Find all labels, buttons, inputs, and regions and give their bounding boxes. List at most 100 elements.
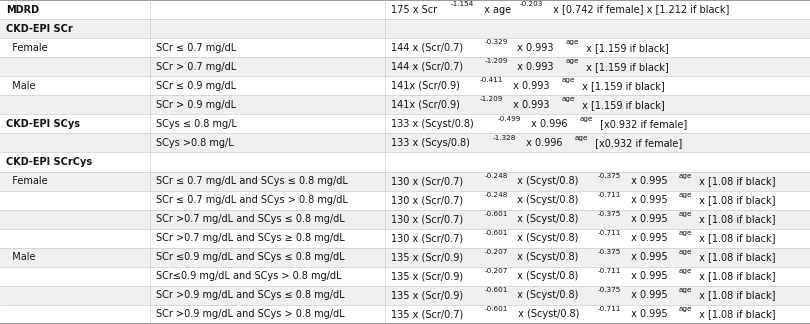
Text: SCr≤0.9 mg/dL and SCys > 0.8 mg/dL: SCr≤0.9 mg/dL and SCys > 0.8 mg/dL — [156, 272, 342, 281]
Text: -0.207: -0.207 — [484, 268, 508, 274]
Bar — [0, 191, 810, 210]
Text: x [1.159 if black]: x [1.159 if black] — [583, 62, 668, 72]
Text: -0.711: -0.711 — [598, 192, 621, 198]
Text: 135 x (Scr/0.9): 135 x (Scr/0.9) — [391, 272, 463, 281]
Text: Male: Male — [6, 81, 36, 91]
Text: 135 x (Scr/0.7): 135 x (Scr/0.7) — [391, 309, 463, 319]
Bar — [0, 171, 810, 191]
Bar — [0, 38, 810, 57]
Text: Female: Female — [6, 43, 48, 52]
Text: x 0.996: x 0.996 — [528, 119, 568, 129]
Text: SCr >0.7 mg/dL and SCys ≤ 0.8 mg/dL: SCr >0.7 mg/dL and SCys ≤ 0.8 mg/dL — [156, 214, 345, 224]
Text: -0.711: -0.711 — [598, 230, 621, 236]
Text: SCr >0.9 mg/dL and SCys > 0.8 mg/dL: SCr >0.9 mg/dL and SCys > 0.8 mg/dL — [156, 309, 345, 319]
Text: [x0.932 if female]: [x0.932 if female] — [591, 138, 682, 148]
Text: x [1.08 if black]: x [1.08 if black] — [697, 233, 776, 243]
Text: x [1.159 if black]: x [1.159 if black] — [578, 100, 664, 110]
Bar — [0, 210, 810, 229]
Bar — [0, 248, 810, 267]
Text: CKD-EPI SCys: CKD-EPI SCys — [6, 119, 80, 129]
Bar — [0, 305, 810, 324]
Text: SCys ≤ 0.8 mg/L: SCys ≤ 0.8 mg/L — [156, 119, 237, 129]
Text: age: age — [565, 58, 579, 64]
Text: x (Scyst/0.8): x (Scyst/0.8) — [514, 176, 579, 186]
Text: age: age — [679, 211, 693, 217]
Text: -0.711: -0.711 — [598, 306, 621, 312]
Text: x [1.159 if black]: x [1.159 if black] — [583, 43, 668, 52]
Text: age: age — [679, 306, 693, 312]
Text: SCr >0.7 mg/dL and SCys ≥ 0.8 mg/dL: SCr >0.7 mg/dL and SCys ≥ 0.8 mg/dL — [156, 233, 345, 243]
Text: age: age — [561, 97, 575, 102]
Text: x age: x age — [481, 5, 511, 15]
Text: x (Scyst/0.8): x (Scyst/0.8) — [514, 309, 579, 319]
Text: x [0.742 if female] x [1.212 if black]: x [0.742 if female] x [1.212 if black] — [550, 5, 729, 15]
Bar — [0, 286, 810, 305]
Text: SCys >0.8 mg/L: SCys >0.8 mg/L — [156, 138, 234, 148]
Text: SCr ≤ 0.7 mg/dL: SCr ≤ 0.7 mg/dL — [156, 43, 237, 52]
Text: x 0.995: x 0.995 — [628, 290, 667, 300]
Bar — [0, 76, 810, 95]
Text: 130 x (Scr/0.7): 130 x (Scr/0.7) — [391, 214, 463, 224]
Text: -0.411: -0.411 — [480, 77, 504, 83]
Text: x 0.995: x 0.995 — [628, 233, 667, 243]
Bar — [0, 229, 810, 248]
Text: -0.375: -0.375 — [598, 249, 621, 255]
Text: x (Scyst/0.8): x (Scyst/0.8) — [514, 252, 579, 262]
Text: age: age — [679, 173, 693, 179]
Text: -0.601: -0.601 — [484, 306, 508, 312]
Text: x [1.08 if black]: x [1.08 if black] — [697, 309, 776, 319]
Bar — [0, 19, 810, 38]
Text: x 0.995: x 0.995 — [628, 272, 667, 281]
Text: -0.601: -0.601 — [484, 211, 508, 217]
Text: x (Scyst/0.8): x (Scyst/0.8) — [514, 233, 579, 243]
Text: age: age — [679, 249, 693, 255]
Bar — [0, 153, 810, 171]
Text: 133 x (Scyst/0.8): 133 x (Scyst/0.8) — [391, 119, 474, 129]
Text: x 0.995: x 0.995 — [628, 176, 667, 186]
Text: SCr ≤0.9 mg/dL and SCys ≤ 0.8 mg/dL: SCr ≤0.9 mg/dL and SCys ≤ 0.8 mg/dL — [156, 252, 345, 262]
Text: 133 x (Scys/0.8): 133 x (Scys/0.8) — [391, 138, 470, 148]
Text: x 0.995: x 0.995 — [628, 195, 667, 205]
Text: x [1.08 if black]: x [1.08 if black] — [697, 272, 776, 281]
Text: 141x (Scr/0.9): 141x (Scr/0.9) — [391, 81, 460, 91]
Text: x 0.993: x 0.993 — [514, 62, 554, 72]
Bar — [0, 0, 810, 19]
Text: age: age — [561, 77, 575, 83]
Text: CKD-EPI SCr: CKD-EPI SCr — [6, 24, 73, 34]
Text: Female: Female — [6, 176, 48, 186]
Text: age: age — [679, 287, 693, 293]
Text: -0.375: -0.375 — [598, 211, 621, 217]
Text: -0.375: -0.375 — [598, 173, 621, 179]
Text: -0.329: -0.329 — [484, 39, 508, 45]
Text: Male: Male — [6, 252, 36, 262]
Text: 144 x (Scr/0.7): 144 x (Scr/0.7) — [391, 62, 463, 72]
Bar — [0, 114, 810, 133]
Text: -1.328: -1.328 — [493, 134, 517, 141]
Text: -0.711: -0.711 — [598, 268, 621, 274]
Text: x [1.08 if black]: x [1.08 if black] — [697, 290, 776, 300]
Text: -0.375: -0.375 — [598, 287, 621, 293]
Text: -0.499: -0.499 — [498, 116, 522, 122]
Bar — [0, 133, 810, 153]
Text: -1.209: -1.209 — [480, 97, 504, 102]
Text: SCr ≤ 0.9 mg/dL: SCr ≤ 0.9 mg/dL — [156, 81, 237, 91]
Text: -1.154: -1.154 — [450, 1, 474, 7]
Text: -0.203: -0.203 — [520, 1, 544, 7]
Text: x [1.159 if black]: x [1.159 if black] — [578, 81, 664, 91]
Text: CKD-EPI SCrCys: CKD-EPI SCrCys — [6, 157, 92, 167]
Text: 144 x (Scr/0.7): 144 x (Scr/0.7) — [391, 43, 463, 52]
Text: x (Scyst/0.8): x (Scyst/0.8) — [514, 214, 579, 224]
Text: MDRD: MDRD — [6, 5, 40, 15]
Text: [x0.932 if female]: [x0.932 if female] — [596, 119, 687, 129]
Text: x [1.08 if black]: x [1.08 if black] — [697, 176, 776, 186]
Text: SCr > 0.7 mg/dL: SCr > 0.7 mg/dL — [156, 62, 237, 72]
Text: 175 x Scr: 175 x Scr — [391, 5, 437, 15]
Text: 130 x (Scr/0.7): 130 x (Scr/0.7) — [391, 233, 463, 243]
Text: -0.248: -0.248 — [484, 173, 508, 179]
Text: x [1.08 if black]: x [1.08 if black] — [697, 252, 776, 262]
Bar — [0, 57, 810, 76]
Text: SCr >0.9 mg/dL and SCys ≤ 0.8 mg/dL: SCr >0.9 mg/dL and SCys ≤ 0.8 mg/dL — [156, 290, 345, 300]
Text: x 0.993: x 0.993 — [514, 43, 554, 52]
Text: age: age — [565, 39, 579, 45]
Text: x (Scyst/0.8): x (Scyst/0.8) — [514, 272, 579, 281]
